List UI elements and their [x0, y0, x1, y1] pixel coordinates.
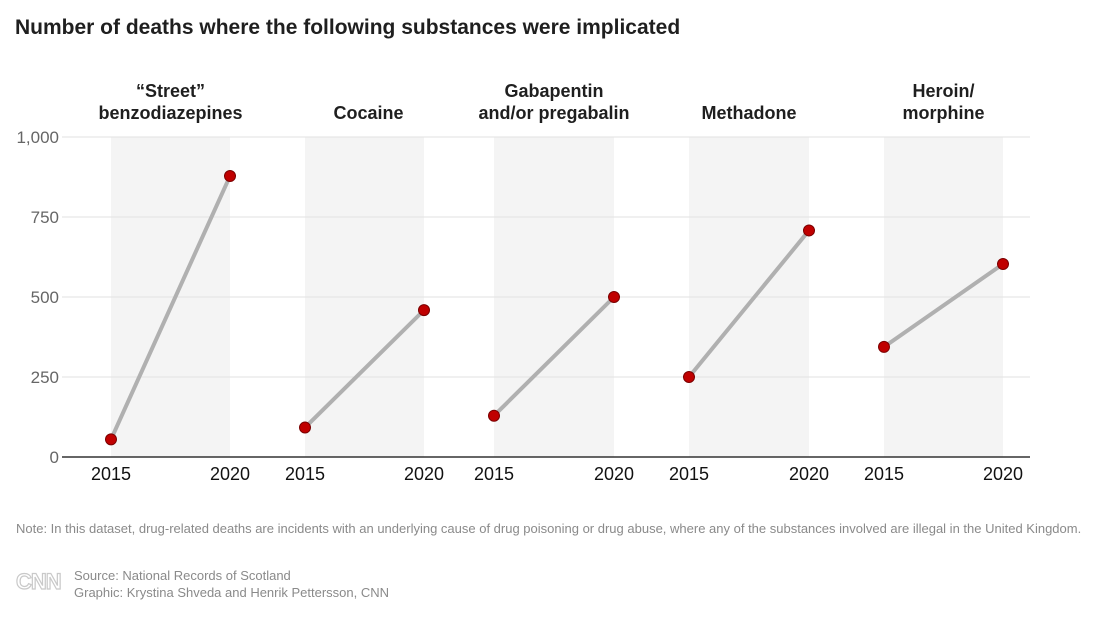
chart-title: Number of deaths where the following sub…: [15, 16, 681, 39]
data-point-5-2015: [878, 340, 890, 353]
data-point-3-2020: [608, 291, 620, 303]
y-tick-label: 500: [31, 288, 59, 307]
x-tick-label: 2020: [404, 464, 444, 484]
y-tick-label: 1,000: [16, 128, 59, 147]
x-axis-ticks: 2015 2020 2015 2020 2015 2020 2015 2020 2015 2020: [91, 464, 1023, 484]
data-point-5-2020: [997, 258, 1009, 271]
x-tick-label: 2020: [594, 464, 634, 484]
graphic-credit: Graphic: Krystina Shveda and Henrik Pett…: [74, 585, 390, 600]
x-tick-label: 2015: [864, 464, 904, 484]
panel-title-4: Methadone: [701, 103, 796, 123]
y-tick-label: 0: [50, 448, 59, 467]
data-point-3-2015: [488, 409, 500, 422]
panel-title-1: benzodiazepines: [98, 103, 242, 123]
panel-titles: “Street”benzodiazepines Cocaine Gabapentin…: [98, 81, 984, 123]
panel-title-2: Cocaine: [333, 103, 403, 123]
series-line-1: [109, 174, 232, 442]
cnn-logo: CNN: [15, 568, 62, 594]
data-point-2-2015: [299, 421, 311, 434]
panel-title-3: and/or pregabalin: [478, 103, 629, 123]
x-tick-label: 2020: [789, 464, 829, 484]
data-point-2-2020: [418, 304, 430, 317]
data-point-4-2020: [803, 224, 815, 237]
source-text: Source: National Records of Scotland: [74, 568, 291, 583]
data-point-1-2020: [224, 170, 236, 183]
x-tick-label: 2020: [210, 464, 250, 484]
series-line-3: [492, 295, 616, 418]
panel-title-1: “Street”: [136, 81, 205, 101]
credits: Source: National Records of Scotland Gra…: [74, 567, 389, 601]
x-tick-label: 2015: [669, 464, 709, 484]
panel-title-3: Gabapentin: [504, 81, 603, 101]
series-line-5: [882, 262, 1005, 349]
panel-title-5: Heroin/: [912, 81, 974, 101]
x-tick-label: 2015: [285, 464, 325, 484]
x-tick-label: 2020: [983, 464, 1023, 484]
data-point-4-2015: [683, 371, 695, 383]
small-multiples-chart: 0 250 500 750 1,000 2015 2020 2015 2020 2015 2020…: [16, 81, 1030, 484]
series-line-2: [303, 308, 426, 430]
y-tick-label: 250: [31, 368, 59, 387]
x-tick-label: 2015: [474, 464, 514, 484]
y-axis-ticks: 0 250 500 750 1,000: [16, 128, 59, 467]
data-point-1-2015: [105, 433, 117, 446]
gridlines: [62, 136, 1030, 378]
x-tick-label: 2015: [91, 464, 131, 484]
y-tick-label: 750: [31, 208, 59, 227]
series-lines: [105, 170, 1009, 446]
series-line-4: [687, 228, 811, 379]
panel-title-5: morphine: [902, 103, 984, 123]
footnote: Note: In this dataset, drug-related deat…: [16, 521, 1082, 536]
